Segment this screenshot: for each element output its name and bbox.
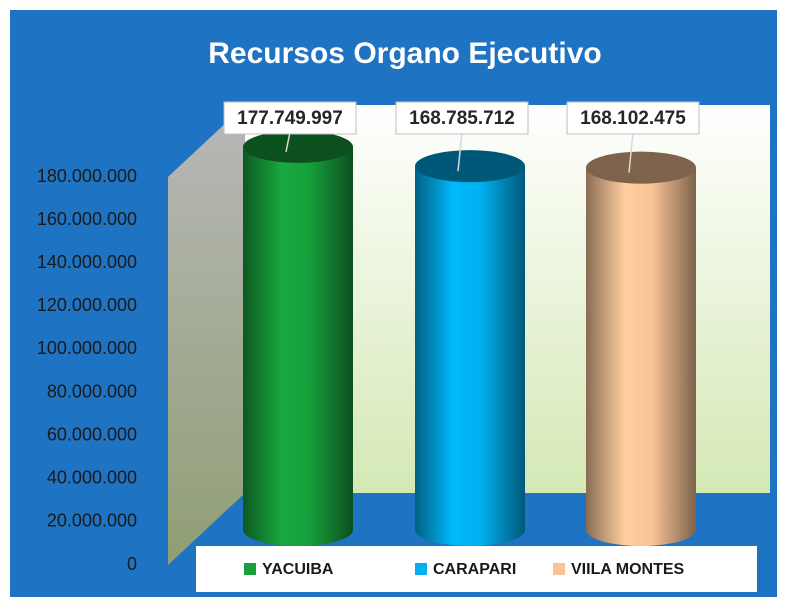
y-tick-label: 100.000.000 [37,338,137,358]
chart-title: Recursos Organo Ejecutivo [208,37,601,70]
y-tick-label: 0 [127,554,137,574]
legend-label: VIILA MONTES [571,561,685,578]
legend [196,546,757,592]
value-label: 168.785.712 [409,108,515,129]
legend-label: YACUIBA [262,561,334,578]
legend-swatch [415,563,427,575]
y-tick-label: 40.000.000 [47,468,137,488]
bar-top [415,150,525,183]
legend-swatch [553,563,565,575]
bar [243,146,353,546]
value-label: 177.749.997 [237,108,343,129]
y-tick-label: 160.000.000 [37,209,137,229]
y-tick-label: 120.000.000 [37,295,137,315]
bar-top [243,130,353,163]
bar-top [586,151,696,184]
y-tick-label: 140.000.000 [37,252,137,272]
leader-line [457,131,463,172]
legend-label: CARAPARI [433,561,516,578]
leader-line [285,131,291,152]
leader-line [628,131,634,173]
side-wall [168,105,245,565]
y-tick-label: 180.000.000 [37,166,137,186]
label-box [223,101,357,135]
label-box [395,101,529,135]
value-label: 168.102.475 [580,108,686,129]
y-tick-label: 60.000.000 [47,424,137,444]
label-box [566,101,700,135]
y-tick-label: 20.000.000 [47,511,137,531]
legend-swatch [244,563,256,575]
y-tick-label: 80.000.000 [47,381,137,401]
bar [586,167,696,546]
bar [415,166,525,546]
